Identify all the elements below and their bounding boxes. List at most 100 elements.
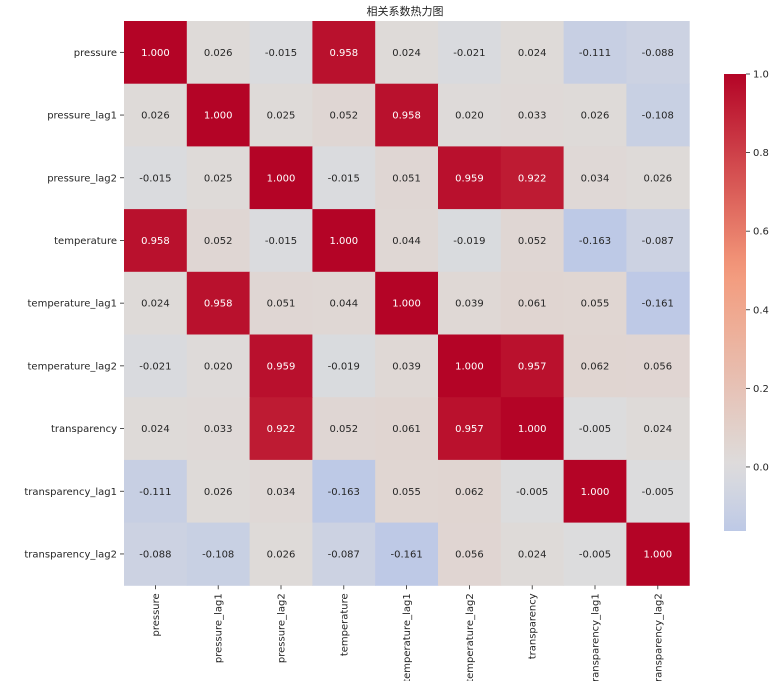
cell-value-label: 0.958 [141,236,170,247]
cell-value-label: 0.026 [204,487,233,498]
cell-value-label: 0.034 [267,487,296,498]
heatmap-cell [563,209,627,273]
heatmap-cell [249,271,313,335]
cell-value-label: -0.005 [579,549,611,560]
heatmap-cell [249,83,313,147]
cell-value-label: 0.026 [581,111,610,122]
heatmap-cell [312,21,376,85]
cell-value-label: -0.108 [202,549,234,560]
cell-value-label: 0.957 [455,424,484,435]
cell-value-label: 1.000 [581,487,610,498]
cell-value-label: 0.026 [204,48,233,59]
cell-value-label: 0.052 [329,424,358,435]
cell-value-label: 0.026 [643,173,672,184]
cell-value-label: 0.062 [455,487,484,498]
heatmap-cell [312,459,376,524]
cell-value-label: 1.000 [267,173,296,184]
heatmap-cell [375,334,439,398]
cell-value-label: -0.088 [139,549,171,560]
heatmap-cell [124,334,188,398]
heatmap-cell [312,334,376,398]
colorbar-tick-label: 1.0 [753,70,769,81]
cell-value-label: -0.161 [642,299,674,310]
cell-value-label: 0.024 [643,424,672,435]
y-tick-label: transparency_lag1 [24,487,117,498]
heatmap-cell [124,271,188,335]
cell-value-label: 0.024 [518,48,547,59]
cell-value-label: -0.005 [579,424,611,435]
heatmap-cell [500,397,565,461]
heatmap-cell [124,397,188,461]
heatmap-cell [249,397,313,461]
cell-value-label: 0.044 [329,299,358,310]
cell-value-label: 0.061 [392,424,421,435]
heatmap-cell [124,146,188,210]
x-tick-label: temperature_lag1 [402,593,413,681]
colorbar-tick-label: 0.4 [753,305,769,316]
chart-title: 相关系数热力图 [367,4,444,18]
cell-value-label: 0.052 [518,236,547,247]
heatmap-cell [124,21,188,85]
heatmap-cell [500,271,565,335]
cell-value-label: 0.959 [455,173,484,184]
heatmap-cell [186,21,251,85]
cell-value-label: -0.087 [328,549,360,560]
cell-value-label: 0.025 [267,111,296,122]
cell-value-label: 0.062 [581,361,610,372]
heatmap-cell [249,522,313,586]
cell-value-label: -0.021 [453,48,485,59]
heatmap-cell [563,522,627,586]
cell-value-label: 0.024 [141,299,170,310]
heatmap-cell [626,271,690,335]
heatmap-cell [124,459,188,524]
cell-value-label: -0.021 [139,361,171,372]
x-tick-label: temperature_lag2 [465,593,476,681]
colorbar-tick-label: 0.0 [753,462,769,473]
heatmap-cell [312,271,376,335]
cell-value-label: -0.015 [139,173,171,184]
cell-value-label: -0.161 [390,549,422,560]
heatmap-cell [312,397,376,461]
heatmap-cell [626,83,690,147]
cell-value-label: 0.039 [392,361,421,372]
heatmap-cell [626,522,690,586]
heatmap-cell [438,334,502,398]
heatmap-cell [438,146,502,210]
heatmap-cell [500,334,565,398]
heatmap-cell [438,459,502,524]
heatmap-cell [438,209,502,273]
heatmap-cell [186,334,251,398]
y-tick-label: temperature [54,236,117,247]
heatmap-cell [249,334,313,398]
cell-value-label: -0.015 [328,173,360,184]
heatmap-cell [375,522,439,586]
heatmap-cell [438,83,502,147]
colorbar-gradient [724,74,746,531]
heatmap-cell [563,146,627,210]
heatmap-cell [375,209,439,273]
heatmap-cell [563,459,627,524]
cell-value-label: 1.000 [329,236,358,247]
cell-value-label: 0.034 [581,173,610,184]
cell-value-label: 0.958 [329,48,358,59]
heatmap-cell [563,83,627,147]
y-tick-label: transparency_lag2 [24,549,117,560]
colorbar-tick-label: 0.8 [753,148,769,159]
heatmap-cell [186,209,251,273]
cell-value-label: 0.033 [204,424,233,435]
heatmap-cell [312,146,376,210]
x-axis-tick-labels: pressure pressure_lag1 pressure_lag2 temper… [151,585,664,685]
heatmap-cell [626,146,690,210]
heatmap-cell [626,459,690,524]
heatmap-cell [186,83,251,147]
cell-value-label: 0.039 [455,299,484,310]
cell-value-label: 0.024 [392,48,421,59]
y-tick-label: transparency [51,424,117,435]
heatmap-cell [186,397,251,461]
heatmap-cell [249,459,313,524]
cell-value-label: -0.111 [579,48,611,59]
cell-value-label: 0.026 [267,549,296,560]
cell-value-label: 1.000 [455,361,484,372]
x-tick-label: transparency [528,593,539,659]
